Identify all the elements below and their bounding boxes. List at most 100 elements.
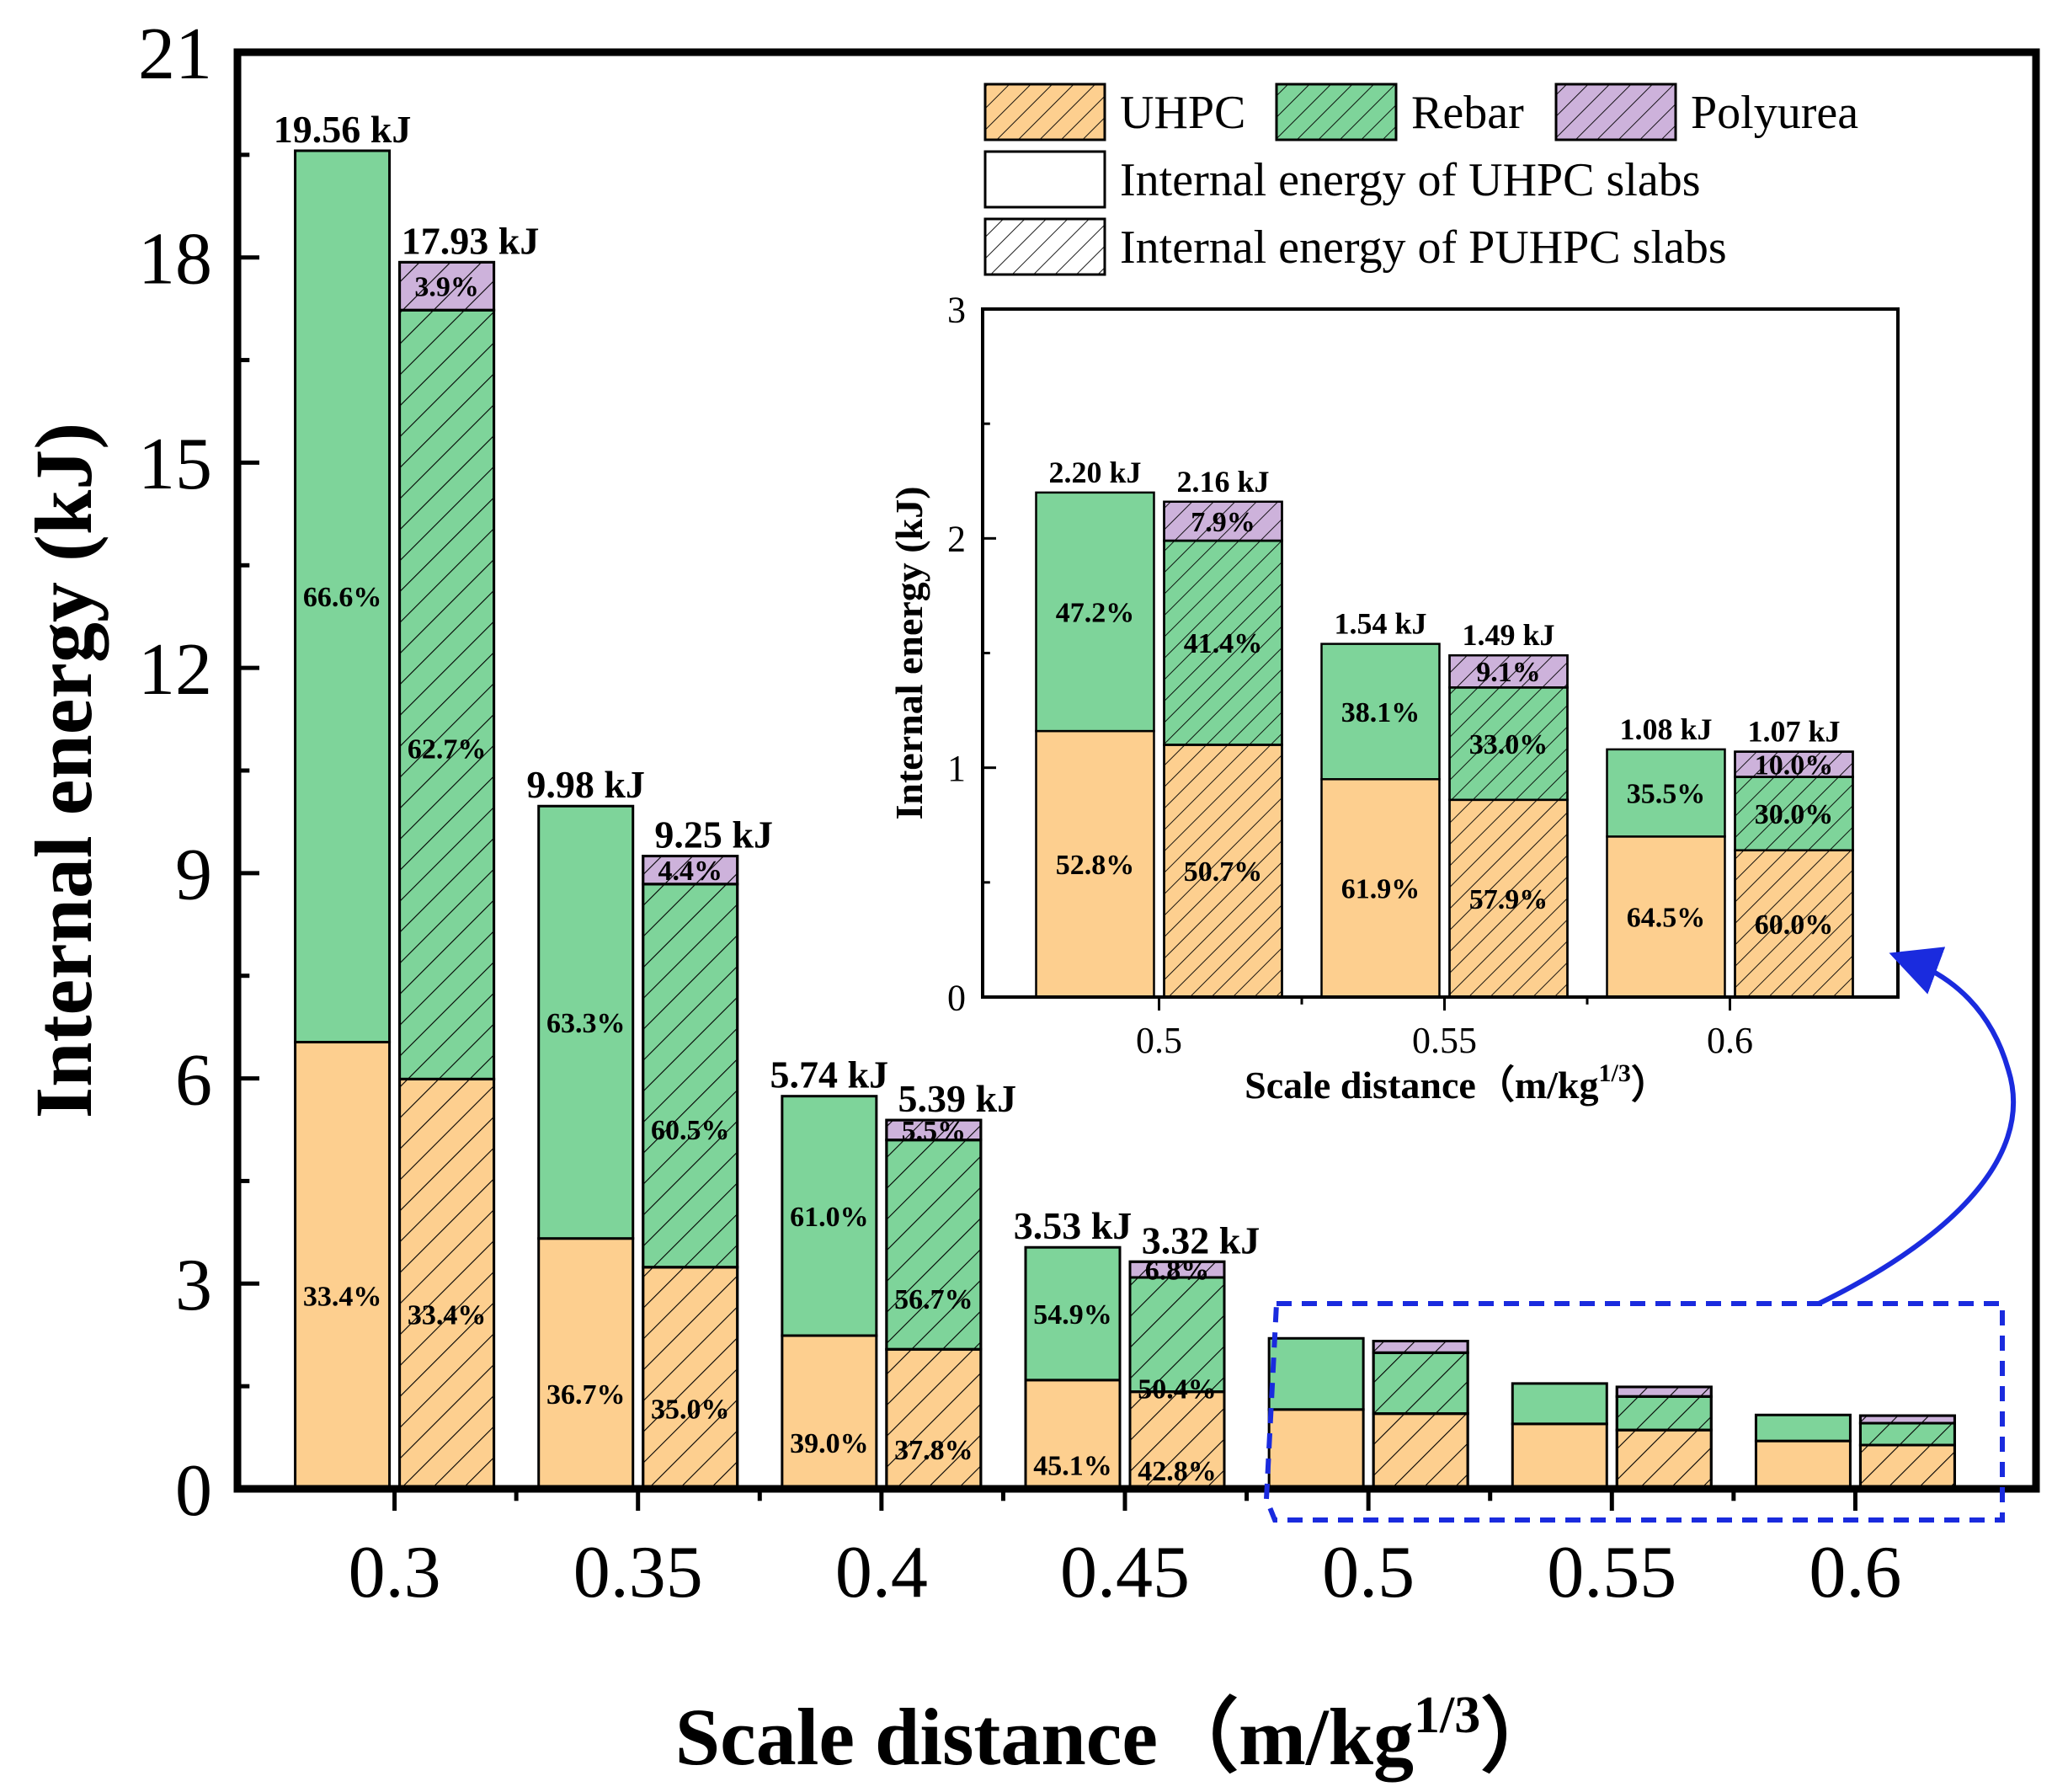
x-tick-label: 0.45 bbox=[1060, 1532, 1190, 1613]
x-tick-label: 0.5 bbox=[1136, 1020, 1182, 1061]
total-label-puhpc-slab-0.3: 17.93 kJ bbox=[402, 219, 540, 262]
y-tick-label: 0 bbox=[175, 1450, 212, 1532]
pct-label-uhpc-0.6: 64.5% bbox=[1627, 903, 1706, 934]
y-tick-label: 2 bbox=[947, 519, 966, 560]
total-label-uhpc-slab-0.45: 3.53 kJ bbox=[1014, 1204, 1133, 1247]
bar-hatch-polyurea-0.35 bbox=[642, 855, 739, 886]
bar-uhpc-slab-uhpc-0.6 bbox=[1754, 1439, 1852, 1491]
pct-label-uhpc-0.45: 42.8% bbox=[1138, 1456, 1217, 1487]
x-axis-title-end: ） bbox=[1480, 1692, 1561, 1782]
bar-hatch-rebar-0.55 bbox=[1615, 1395, 1713, 1432]
inset-plot: 52.8% 47.2% 2.20 kJ 61.9% 38.1% 1.54 kJ 64.5% 3… bbox=[887, 289, 1900, 1107]
bar-hatch-uhpc-0.4 bbox=[885, 1347, 983, 1491]
bar-uhpc-slab-rebar-0.5 bbox=[1267, 1336, 1365, 1411]
pct-label-rebar-0.5: 41.4% bbox=[1184, 628, 1263, 659]
pct-label-rebar-0.55: 38.1% bbox=[1341, 697, 1420, 728]
pct-label-polyurea-0.6: 10.0% bbox=[1755, 749, 1834, 781]
total-label-puhpc-slab-0.55: 1.49 kJ bbox=[1462, 618, 1554, 652]
bar-hatch-polyurea-0.4 bbox=[885, 1118, 983, 1142]
x-axis-title-main: Scale distance（m/kg bbox=[675, 1692, 1414, 1782]
x-tick-label: 0.5 bbox=[1322, 1532, 1415, 1613]
y-tick-label: 9 bbox=[175, 835, 212, 916]
legend-swatch-hatch-uhpc bbox=[983, 83, 1106, 141]
bar-uhpc-slab-rebar-0.4 bbox=[781, 1095, 878, 1337]
pct-label-uhpc-0.35: 36.7% bbox=[546, 1379, 626, 1411]
pct-label-rebar-0.4: 56.7% bbox=[894, 1284, 973, 1315]
total-label-uhpc-slab-0.4: 5.74 kJ bbox=[770, 1053, 889, 1096]
bar-uhpc-slab-rebar-0.35 bbox=[537, 804, 635, 1240]
pct-label-rebar-0.6: 30.0% bbox=[1755, 799, 1834, 830]
bar-hatch-uhpc-0.5 bbox=[1163, 744, 1283, 999]
pct-label-polyurea-0.5: 7.9% bbox=[1191, 507, 1255, 538]
pct-label-polyurea-0.45: 6.8% bbox=[1145, 1256, 1210, 1287]
bar-hatch-polyurea-0.55 bbox=[1615, 1385, 1713, 1398]
total-label-puhpc-slab-0.5: 2.16 kJ bbox=[1176, 465, 1269, 499]
total-label-uhpc-slab-0.55: 1.54 kJ bbox=[1334, 607, 1426, 641]
bar-uhpc-slab-uhpc-0.55 bbox=[1511, 1422, 1608, 1491]
pct-label-polyurea-0.4: 5.5% bbox=[902, 1116, 967, 1147]
bar-hatch-rebar-0.5 bbox=[1163, 539, 1283, 746]
zoom-arrow bbox=[1817, 947, 2016, 1306]
legend-label-rebar: Rebar bbox=[1411, 87, 1524, 139]
bar-uhpc-slab-rebar-0.55 bbox=[1511, 1382, 1608, 1426]
x-tick-label: 0.3 bbox=[349, 1532, 441, 1613]
bar-hatch-uhpc-0.6 bbox=[1858, 1443, 1956, 1491]
bar-uhpc-slab-rebar-0.5 bbox=[1035, 491, 1155, 733]
bar-uhpc-slab-rebar-0.3 bbox=[294, 149, 392, 1044]
total-label-uhpc-slab-0.6: 1.08 kJ bbox=[1619, 712, 1712, 746]
legend-label-hatched: Internal energy of PUHPC slabs bbox=[1120, 221, 1727, 274]
bar-hatch-polyurea-0.5 bbox=[1163, 500, 1283, 542]
bar-hatch-rebar-0.5 bbox=[1372, 1351, 1469, 1416]
pct-label-uhpc-0.6: 60.0% bbox=[1755, 909, 1834, 941]
x-axis-title: Scale distance（m/kg1/3） bbox=[1245, 1059, 1670, 1107]
y-tick-label: 21 bbox=[138, 13, 212, 95]
x-tick-label: 0.6 bbox=[1809, 1532, 1901, 1613]
pct-label-rebar-0.45: 50.4% bbox=[1138, 1374, 1217, 1405]
y-tick-label: 3 bbox=[947, 289, 966, 330]
legend-label-polyurea: Polyurea bbox=[1691, 87, 1858, 139]
pct-label-uhpc-0.55: 61.9% bbox=[1341, 874, 1420, 905]
bar-uhpc-slab-rebar-0.6 bbox=[1754, 1413, 1852, 1443]
y-tick-label: 6 bbox=[175, 1039, 212, 1121]
legend-swatch-hatch-hatched bbox=[983, 217, 1106, 276]
total-label-puhpc-slab-0.35: 9.25 kJ bbox=[654, 813, 773, 856]
x-axis-title-main: Scale distance（m/kg bbox=[1245, 1064, 1598, 1107]
pct-label-rebar-0.3: 66.6% bbox=[303, 582, 382, 613]
main-plot: 33.4% 66.6% 19.56 kJ 36.7% 63.3% 9.98 kJ 39.0%… bbox=[19, 13, 2040, 1782]
y-tick-label: 18 bbox=[138, 219, 212, 301]
bar-hatch-rebar-0.6 bbox=[1858, 1421, 1956, 1447]
bar-hatch-rebar-0.3 bbox=[398, 308, 496, 1080]
pct-label-uhpc-0.45: 45.1% bbox=[1033, 1450, 1112, 1481]
bar-hatch-uhpc-0.5 bbox=[1372, 1412, 1469, 1491]
bar-hatch-rebar-0.55 bbox=[1448, 686, 1569, 802]
pct-label-polyurea-0.35: 4.4% bbox=[658, 856, 722, 887]
pct-label-rebar-0.3: 62.7% bbox=[408, 734, 487, 765]
bar-uhpc-slab-rebar-0.55 bbox=[1320, 643, 1441, 781]
bar-hatch-uhpc-0.6 bbox=[1734, 849, 1854, 999]
legend-label-solid: Internal energy of UHPC slabs bbox=[1120, 154, 1701, 206]
pct-label-uhpc-0.4: 39.0% bbox=[790, 1428, 869, 1459]
pct-label-rebar-0.4: 61.0% bbox=[790, 1202, 869, 1233]
bar-hatch-uhpc-0.55 bbox=[1615, 1428, 1713, 1491]
pct-label-rebar-0.35: 60.5% bbox=[651, 1115, 730, 1146]
y-axis-title: Internal energy (kJ) bbox=[19, 423, 109, 1119]
pct-label-uhpc-0.35: 35.0% bbox=[651, 1394, 730, 1425]
total-label-uhpc-slab-0.5: 2.20 kJ bbox=[1048, 456, 1141, 489]
x-axis-title: Scale distance（m/kg1/3） bbox=[675, 1687, 1562, 1782]
bar-hatch-polyurea-0.6 bbox=[1734, 750, 1854, 778]
bar-hatch-polyurea-0.5 bbox=[1372, 1340, 1469, 1354]
x-tick-label: 0.55 bbox=[1412, 1020, 1477, 1061]
bar-uhpc-slab-uhpc-0.3 bbox=[294, 1041, 392, 1491]
bar-uhpc-slab-rebar-0.6 bbox=[1606, 748, 1726, 838]
y-axis-title: Internal energy (kJ) bbox=[887, 486, 930, 819]
x-tick-label: 0.4 bbox=[835, 1532, 928, 1613]
bar-hatch-polyurea-0.3 bbox=[398, 260, 496, 312]
bar-hatch-rebar-0.4 bbox=[885, 1139, 983, 1351]
y-tick-label: 3 bbox=[175, 1245, 212, 1326]
pct-label-rebar-0.55: 33.0% bbox=[1469, 729, 1548, 760]
total-label-uhpc-slab-0.3: 19.56 kJ bbox=[274, 108, 412, 151]
x-tick-label: 0.55 bbox=[1547, 1532, 1676, 1613]
bar-hatch-polyurea-0.45 bbox=[1128, 1260, 1226, 1279]
zoom-annotation bbox=[1263, 947, 2016, 1523]
bar-hatch-uhpc-0.55 bbox=[1448, 798, 1569, 999]
